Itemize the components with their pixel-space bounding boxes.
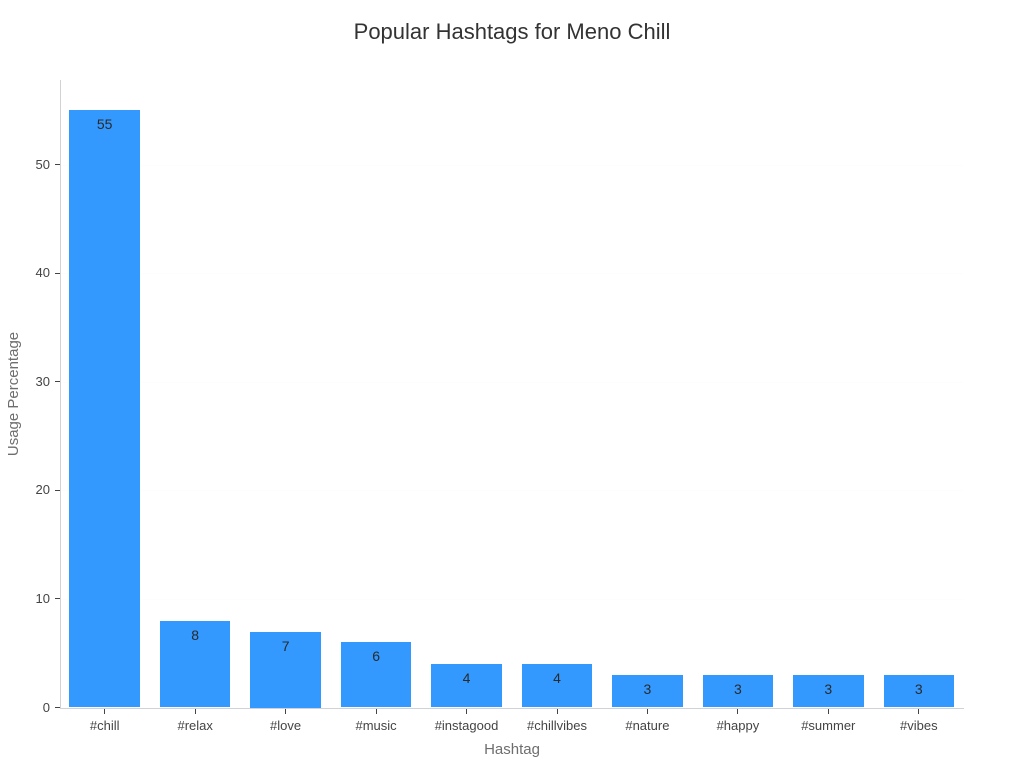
svg-text:Usage Percentage: Usage Percentage [5, 332, 22, 456]
